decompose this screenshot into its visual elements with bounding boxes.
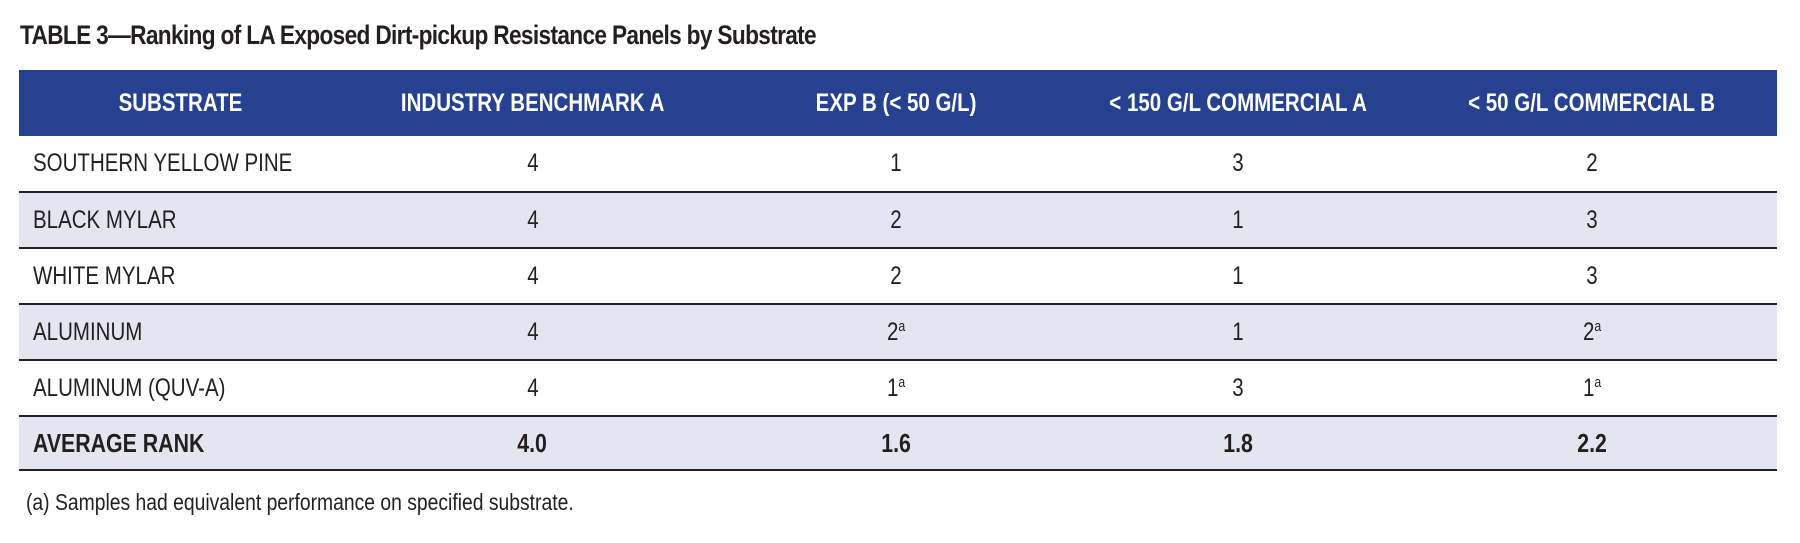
rank-cell: 1a — [1582, 373, 1602, 402]
table-header: SUBSTRATE INDUSTRY BENCHMARK A EXP B (< … — [19, 70, 1777, 136]
rank-cell: 3 — [1586, 261, 1598, 290]
rank-cell: 4 — [526, 205, 539, 234]
rank-cell: 4 — [526, 373, 539, 402]
average-rank-value: 4.0 — [517, 427, 548, 458]
table-title: TABLE 3—Ranking of LA Exposed Dirt-picku… — [20, 20, 817, 50]
rank-cell: 4 — [526, 149, 539, 177]
rank-cell: 2 — [890, 205, 902, 234]
ranking-table: SUBSTRATE INDUSTRY BENCHMARK A EXP B (< … — [19, 70, 1777, 471]
column-header-commercial-a: < 150 G/L COMMERCIAL A — [1109, 88, 1367, 117]
average-rank-value: 2.2 — [1577, 427, 1607, 458]
rank-cell: 1 — [1232, 317, 1244, 346]
rank-cell: 1 — [1232, 205, 1244, 234]
column-header-commercial-b: < 50 G/L COMMERCIAL B — [1468, 88, 1716, 117]
rank-cell: 1a — [886, 373, 906, 402]
substrate-cell: WHITE MYLAR — [33, 261, 176, 290]
rank-cell: 1 — [1232, 261, 1244, 290]
table-footnote: (a) Samples had equivalent performance o… — [26, 489, 574, 515]
substrate-cell: ALUMINUM (QUV-A) — [33, 373, 226, 402]
substrate-cell: SOUTHERN YELLOW PINE — [33, 149, 293, 177]
average-rank-value: 1.6 — [881, 427, 911, 458]
rank-cell: 2a — [886, 317, 906, 346]
rank-cell: 2a — [1582, 317, 1602, 346]
average-rank-row: AVERAGE RANK 4.0 1.6 1.8 2.2 — [19, 416, 1777, 470]
table-row: SOUTHERN YELLOW PINE 4 1 3 2 — [19, 136, 1777, 192]
rank-cell: 2 — [1586, 149, 1598, 177]
column-header-industry-benchmark-a: INDUSTRY BENCHMARK A — [400, 88, 665, 117]
substrate-cell: BLACK MYLAR — [33, 205, 177, 234]
table-row: ALUMINUM (QUV-A) 4 1a 3 1a — [19, 360, 1777, 416]
rank-cell: 4 — [526, 261, 539, 290]
rank-cell: 1 — [890, 149, 902, 177]
average-rank-value: 1.8 — [1223, 427, 1253, 458]
table-row: BLACK MYLAR 4 2 1 3 — [19, 192, 1777, 248]
table-body: SOUTHERN YELLOW PINE 4 1 3 2 BLACK MYLAR… — [19, 136, 1777, 470]
table-row: ALUMINUM 4 2a 1 2a — [19, 304, 1777, 360]
table-row: WHITE MYLAR 4 2 1 3 — [19, 248, 1777, 304]
column-header-exp-b: EXP B (< 50 G/L) — [815, 88, 977, 117]
rank-cell: 3 — [1232, 149, 1244, 177]
rank-cell: 3 — [1586, 205, 1598, 234]
substrate-cell: ALUMINUM — [33, 317, 143, 346]
average-rank-label: AVERAGE RANK — [33, 427, 205, 458]
column-header-substrate: SUBSTRATE — [118, 88, 243, 117]
rank-cell: 3 — [1232, 373, 1244, 402]
rank-cell: 4 — [526, 317, 539, 346]
header-row: SUBSTRATE INDUSTRY BENCHMARK A EXP B (< … — [19, 70, 1777, 136]
rank-cell: 2 — [890, 261, 902, 290]
